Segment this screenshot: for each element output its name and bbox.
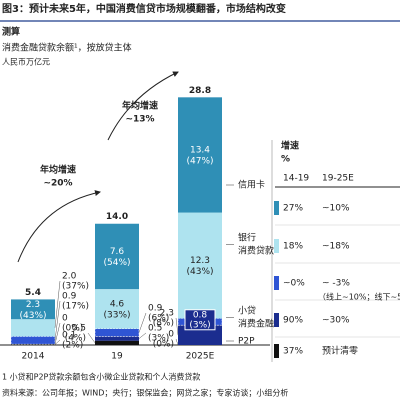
table-cell: 27% [283, 204, 303, 214]
table-cell: 37% [283, 347, 303, 357]
data-label: (43%) [186, 267, 213, 277]
data-label: 0 [62, 314, 68, 324]
data-label: (4%) [65, 334, 86, 344]
total-label: 5.4 [25, 288, 41, 298]
total-label: 14.0 [106, 212, 128, 222]
data-label: 0.9 [62, 292, 77, 302]
data-label: (0%) [62, 324, 83, 334]
subtitle: 消费金融贷款余额¹，按放贷主体 [2, 42, 132, 54]
data-label: 0.9 [148, 304, 163, 314]
total-label: 28.8 [189, 86, 211, 96]
bar-segment [11, 299, 55, 320]
bar-segment [10, 336, 56, 345]
table-header: % [281, 155, 290, 165]
bar-segment [11, 319, 55, 337]
x-tick-label: 19 [111, 352, 123, 362]
bar-segment [95, 336, 139, 341]
bar-segment [95, 340, 139, 345]
legend-label: P2P [238, 337, 255, 347]
table-cell: 预计清零 [322, 345, 358, 357]
table-header: 增速 [281, 140, 299, 152]
leader-line [54, 322, 61, 345]
column-header: 19-25E [322, 174, 354, 184]
data-label: 0.8 [193, 310, 208, 320]
data-label: (3%) [148, 334, 169, 344]
footnote: 资料来源：公司年报；WIND；央行；银保监会；网贷之家；专家访谈；小组分析 [2, 388, 288, 398]
table-note: （线上~10%；线下~5% [318, 292, 400, 302]
leader-line [175, 338, 179, 346]
row-swatch [274, 276, 279, 290]
x-tick-label: 2014 [22, 352, 45, 362]
annotation: ~13% [125, 115, 154, 125]
row-swatch [274, 201, 279, 215]
data-label: 4.6 [110, 299, 125, 309]
data-label: 0.5 [72, 324, 86, 334]
leader-line [54, 300, 61, 341]
data-label: (8%) [153, 319, 174, 329]
data-label: (2%) [62, 341, 83, 351]
table-cell: 90% [283, 316, 303, 326]
legend-label: 信用卡 [238, 179, 265, 191]
data-label: 2.3 [26, 300, 40, 310]
data-label: (37%) [62, 282, 89, 292]
table-cell: 18% [283, 242, 303, 252]
data-label: 7.6 [110, 247, 125, 257]
legend-label: 小贷 [238, 305, 256, 317]
data-label: 12.3 [190, 256, 210, 266]
row-swatch [274, 239, 279, 253]
data-label: (33%) [103, 310, 130, 320]
table-cell: ~10% [322, 204, 350, 214]
data-label: (0%) [153, 340, 174, 350]
arrow [17, 190, 101, 263]
footnote: 1 小贷和P2P贷款余额包含小微企业贷款和个人消费贷款 [2, 372, 200, 382]
label-box [184, 309, 216, 331]
legend-label: 消费贷款 [238, 245, 274, 257]
data-label: (6%) [148, 314, 169, 324]
row-swatch [274, 344, 279, 358]
legend-label: 银行 [238, 232, 256, 244]
title: 图3：预计未来5年，中国消费信贷市场规模翻番，市场结构改变 [2, 2, 286, 15]
data-label: 0.1 [62, 331, 76, 341]
unit: 人民币万亿元 [2, 57, 50, 67]
leader-line [87, 332, 96, 343]
table-cell: ~30% [322, 316, 350, 326]
bar-segment [95, 289, 139, 329]
data-label: (43%) [19, 311, 46, 321]
data-label: 0.5 [148, 324, 162, 334]
x-tick-label: 2025E [186, 352, 215, 362]
leader-line [138, 312, 147, 333]
leader-line [54, 339, 61, 345]
table-cell: ~ -3% [322, 279, 350, 289]
bar-segment [178, 97, 222, 213]
annotation: 年均增速 [122, 100, 158, 112]
legend-label: 消费金融 [238, 318, 274, 330]
data-label: (3%) [189, 320, 210, 330]
annotation: 年均增速 [40, 164, 76, 176]
arrow [107, 71, 179, 141]
leader-line [54, 280, 61, 328]
data-label: 2.3 [160, 309, 174, 319]
data-label: (54%) [103, 258, 130, 268]
leader-line [138, 332, 147, 339]
table-cell: ~0% [283, 279, 305, 289]
data-label: 2.0 [62, 272, 77, 282]
row-swatch [274, 313, 279, 327]
data-label: (17%) [62, 302, 89, 312]
data-label: (47%) [186, 156, 213, 166]
bar-segment [94, 328, 140, 337]
leader-line [175, 317, 179, 336]
bar-segment [11, 344, 55, 345]
bar-segment [95, 223, 139, 290]
subtitle: 测算 [2, 26, 20, 38]
data-label: 0 [168, 330, 174, 340]
column-header: 14-19 [283, 174, 309, 184]
data-label: 13.4 [190, 145, 210, 155]
annotation: ~20% [43, 179, 72, 189]
table-cell: ~18% [322, 242, 350, 252]
bar-segment [178, 212, 222, 319]
